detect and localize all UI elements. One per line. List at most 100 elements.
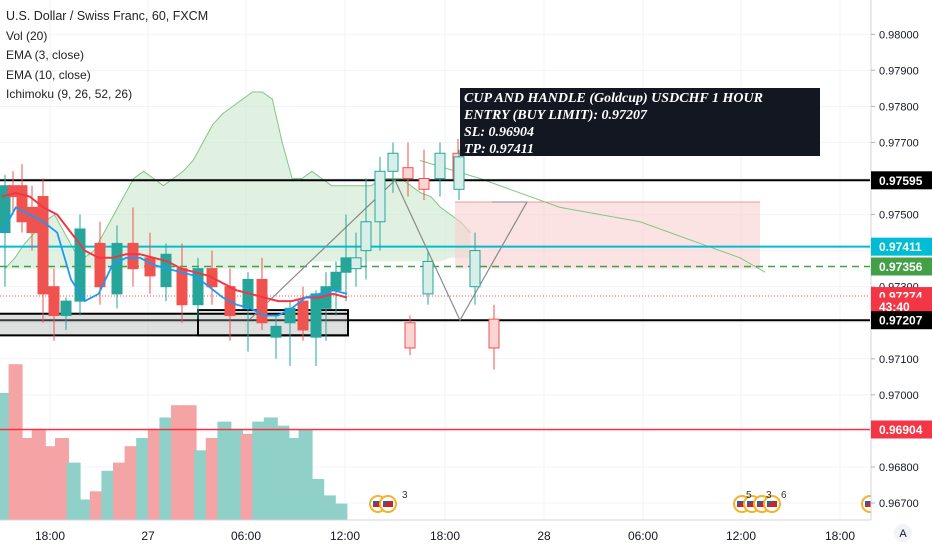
volume-bar-5	[55, 438, 69, 520]
volume-bar-22	[252, 421, 267, 520]
volume-bar-14	[159, 417, 174, 520]
y-tick-label-3: 0.97700	[879, 137, 919, 149]
indicator-ema-slow[interactable]: EMA (10, close)	[6, 67, 91, 82]
event-flag-a-canton-1	[383, 501, 387, 504]
ema-fast-line	[1, 206, 348, 317]
price-levels	[0, 179, 870, 431]
candle-body-8	[94, 242, 106, 288]
volume-bar-27	[310, 479, 325, 520]
volume-bar-15	[171, 405, 185, 520]
y-tick-label-5: 0.97500	[879, 210, 919, 222]
candle-body-31	[418, 178, 430, 190]
price-label-1: 0.97411	[879, 240, 922, 254]
volume-bar-23	[263, 417, 278, 520]
event-flag-a-stripe-0	[373, 501, 383, 507]
volume-bar-13	[147, 429, 162, 520]
ema-lines	[1, 191, 348, 317]
x-tick-label-5: 28	[537, 529, 551, 543]
candle-body-26	[350, 257, 362, 270]
event-flag-b-canton-0	[737, 501, 741, 504]
volume-bar-28	[321, 495, 336, 520]
chart-title: U.S. Dollar / Swiss Franc, 60, FXCM	[6, 9, 209, 23]
candle-body-18	[256, 278, 268, 324]
x-tick-label-1: 27	[141, 529, 155, 543]
candle-body-32	[434, 152, 446, 180]
candle-body-35	[488, 318, 500, 349]
volume-bar-26	[298, 429, 313, 520]
candle-body-34	[469, 250, 481, 288]
y-tick-label-0: 0.98000	[879, 29, 919, 41]
pattern-zigzag	[249, 179, 528, 322]
event-badge-a: 3	[402, 490, 408, 501]
candle-body-0	[0, 185, 11, 234]
support-zone-box	[0, 312, 349, 337]
candle-body-14	[192, 268, 204, 306]
candle-body-7	[74, 228, 86, 302]
price-label-0: 0.97595	[879, 174, 923, 188]
volume-bar-25	[287, 438, 301, 520]
volume-bar-4	[43, 446, 58, 520]
x-tick-label-3: 12:00	[330, 529, 360, 543]
candle-body-29	[387, 152, 399, 172]
volume-bar-20	[229, 429, 243, 520]
note-line-title: CUP AND HANDLE (Goldcup) USDCHF 1 HOUR	[464, 91, 763, 106]
volume-bar-29	[333, 503, 348, 520]
event-flag-b-stripe-2	[757, 501, 767, 507]
volume-bar-0	[0, 392, 11, 520]
volume-bar-17	[194, 450, 209, 520]
candle-body-38	[453, 156, 465, 190]
candle-body-9	[111, 242, 123, 295]
y-tick-label-2: 0.97800	[879, 101, 919, 113]
indicator-ichimoku[interactable]: Ichimoku (9, 26, 52, 26)	[6, 87, 133, 101]
y-tick-label-12: 0.96800	[879, 462, 919, 474]
y-tick-label-1: 0.97900	[879, 65, 919, 77]
event-flag-a-stripe-1	[383, 501, 393, 507]
volume-bar-19	[217, 421, 232, 520]
indicator-volume[interactable]: Vol (20)	[6, 28, 48, 43]
candle-body-6	[60, 300, 72, 317]
volume-bar-11	[124, 446, 139, 520]
candle-body-37	[422, 260, 434, 295]
cup-handle-drawing	[249, 179, 528, 322]
y-tick-label-13: 0.96700	[879, 498, 919, 510]
event-badge-b3: 6	[781, 490, 787, 501]
indicator-ema-fast[interactable]: EMA (3, close)	[6, 48, 85, 62]
event-flag-c-canton-0	[865, 501, 869, 504]
candle-body-21	[297, 300, 309, 331]
price-label-6: 0.96904	[879, 423, 923, 437]
volume-bar-24	[275, 425, 290, 520]
price-label-bg-4	[871, 297, 932, 316]
candle-body-10	[127, 242, 139, 270]
event-flag-b-canton-3	[767, 501, 771, 504]
event-flag-b-stripe-1	[747, 501, 757, 507]
volume-bar-7	[78, 499, 93, 520]
price-label-bg-2	[871, 257, 932, 276]
volume-bar-10	[113, 462, 127, 520]
x-tick-label-0: 18:00	[35, 529, 65, 543]
candle-body-19	[270, 325, 282, 338]
candle-body-4	[37, 196, 49, 295]
price-label-bg-5	[871, 311, 932, 330]
auto-scale-button: A	[899, 528, 907, 540]
volume-bar-2	[20, 438, 35, 520]
note-line-sl: SL: 0.96904	[464, 125, 534, 140]
x-tick-label-4: 18:00	[430, 529, 460, 543]
x-tick-label-2: 06:00	[231, 529, 261, 543]
event-flag-a-canton-0	[373, 501, 377, 504]
volume-bars	[0, 364, 348, 520]
candle-body-36	[404, 322, 416, 349]
event-flag-b-canton-2	[757, 501, 761, 504]
volume-bar-8	[89, 491, 104, 520]
event-flag-b-canton-1	[747, 501, 751, 504]
x-tick-label-7: 12:00	[726, 529, 756, 543]
volume-bar-3	[31, 429, 46, 520]
candle-body-28	[374, 170, 386, 223]
volume-bar-1	[8, 364, 23, 520]
note-line-entry: ENTRY (BUY LIMIT): 0.97207	[464, 108, 648, 123]
event-flag-b-stripe-0	[737, 501, 747, 507]
event-flag-c-stripe-0	[865, 501, 875, 507]
chart-legend: U.S. Dollar / Swiss Franc, 60, FXCM Vol …	[6, 7, 208, 105]
